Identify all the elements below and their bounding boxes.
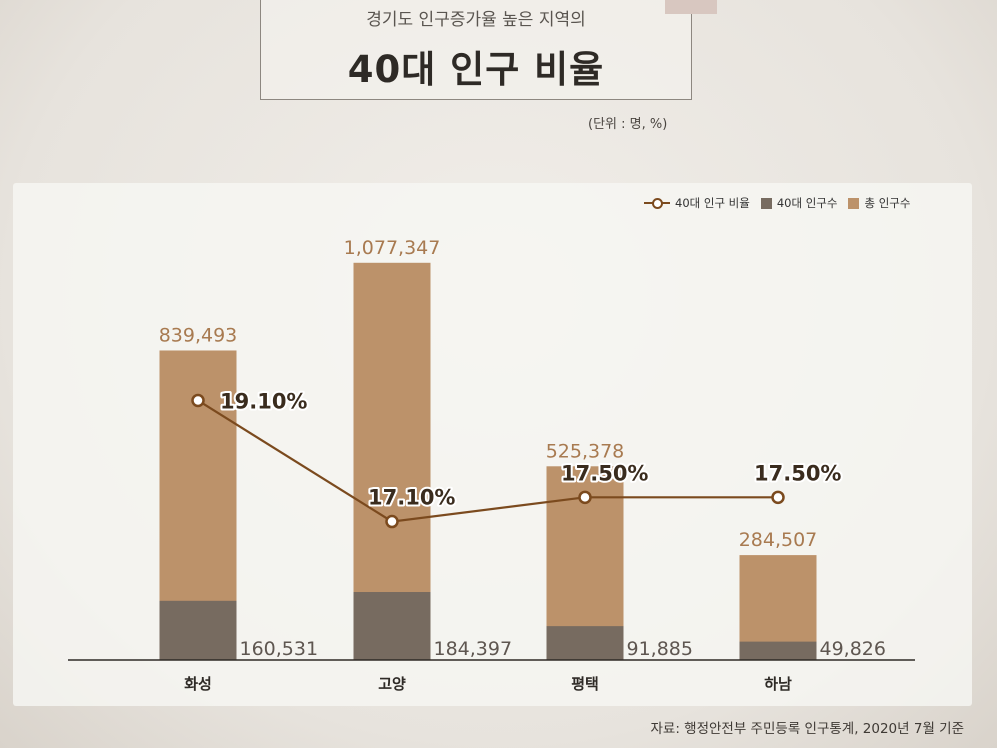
forties-value-label: 91,885 xyxy=(627,638,693,660)
legend-swatch-forties xyxy=(760,197,772,209)
ratio-value-label: 17.50% xyxy=(561,461,648,485)
category-label: 고양 xyxy=(378,675,406,693)
legend-item-forties: 40대 인구수 xyxy=(760,195,838,211)
category-label: 하남 xyxy=(764,675,792,693)
corner-decoration xyxy=(665,0,717,14)
unit-label: (단위 : 명, %) xyxy=(588,117,668,132)
title-box: 경기도 인구증가율 높은 지역의 40대 인구 비율 xyxy=(260,0,692,100)
ratio-point xyxy=(191,393,205,408)
ratio-point xyxy=(578,490,592,505)
line-marker-icon xyxy=(644,197,670,209)
legend-label-total: 총 인구수 xyxy=(864,196,911,210)
legend-item-ratio: 40대 인구 비율 xyxy=(644,195,750,211)
forties-value-label: 49,826 xyxy=(820,638,886,660)
chart-title: 40대 인구 비율 xyxy=(347,48,605,91)
ratio-value-label: 17.10% xyxy=(368,486,455,510)
legend-swatch-total xyxy=(848,197,860,209)
ratio-value-label: 17.50% xyxy=(754,461,841,485)
ratio-value-label: 19.10% xyxy=(220,389,307,413)
source-note: 자료: 행정안전부 주민등록 인구통계, 2020년 7월 기준 xyxy=(650,721,964,737)
forties-bar xyxy=(739,641,817,660)
forties-value-label: 160,531 xyxy=(240,638,319,660)
legend-label-forties: 40대 인구수 xyxy=(776,196,838,210)
forties-bar xyxy=(159,600,237,660)
total-value-label: 284,507 xyxy=(739,529,818,551)
total-value-label: 839,493 xyxy=(159,324,238,346)
ratio-point xyxy=(385,514,399,529)
ratio-point xyxy=(771,490,785,505)
category-label: 화성 xyxy=(184,675,212,693)
total-value-label: 525,378 xyxy=(546,440,625,462)
legend-item-total: 총 인구수 xyxy=(848,195,910,211)
forties-bar xyxy=(353,592,431,660)
forties-bar xyxy=(546,626,624,660)
legend-label-ratio: 40대 인구 비율 xyxy=(675,196,750,210)
category-label: 평택 xyxy=(571,675,599,693)
ratio-series-line xyxy=(197,399,778,523)
chart-subtitle: 경기도 인구증가율 높은 지역의 xyxy=(366,10,586,30)
total-value-label: 1,077,347 xyxy=(344,237,441,259)
forties-value-label: 184,397 xyxy=(434,638,513,660)
legend: 40대 인구 비율 40대 인구수 총 인구수 xyxy=(644,194,910,212)
